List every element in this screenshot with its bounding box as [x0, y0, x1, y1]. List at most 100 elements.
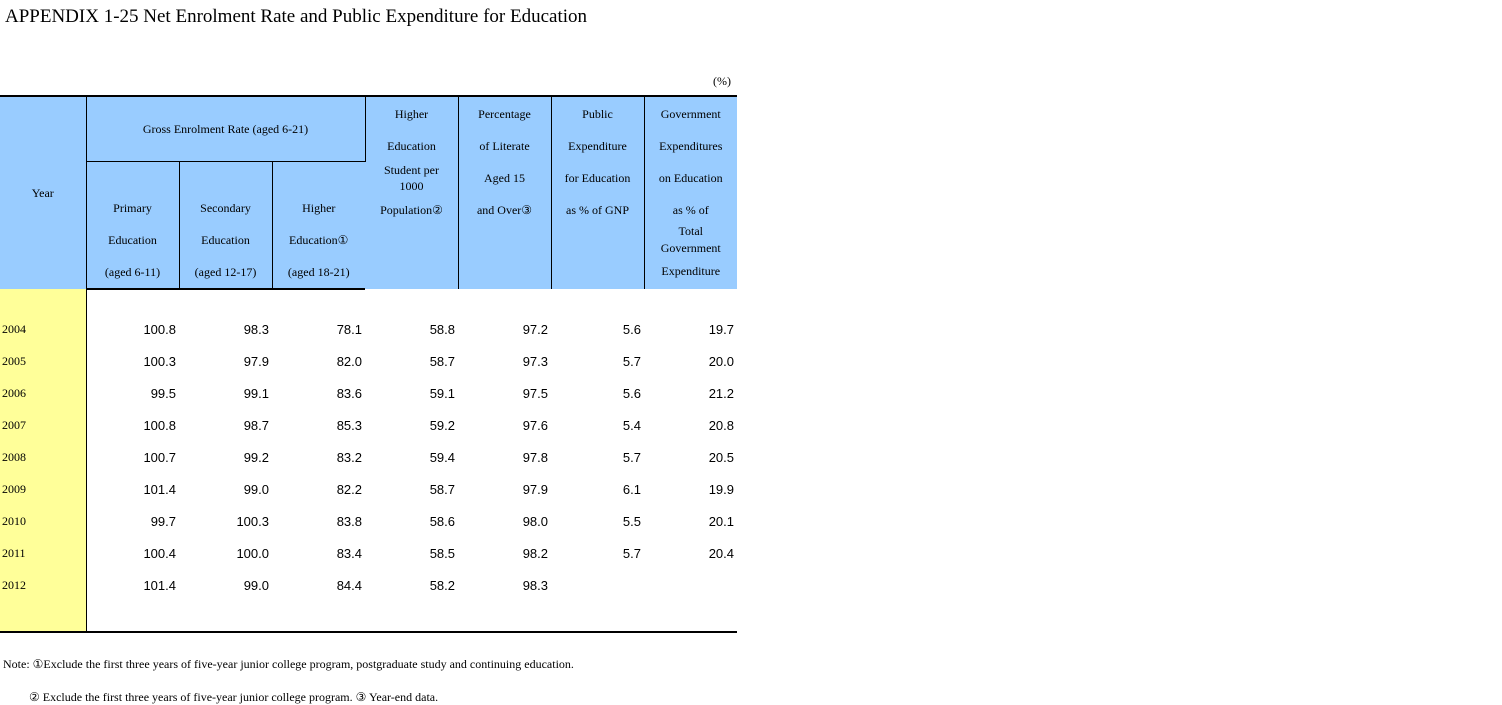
value-cell-primary: 100.8: [143, 321, 176, 337]
value-cell-students: 58.6: [429, 513, 455, 529]
year-cell: 2005: [0, 345, 87, 377]
header-text: Expenditure: [661, 264, 721, 278]
table-cell: [551, 601, 644, 633]
value-cell-secondary: 99.2: [243, 449, 269, 465]
value-cell-literate: 97.9: [522, 481, 548, 497]
value-cell-students: 58.5: [429, 545, 455, 561]
value-cell-higher: 83.4: [336, 545, 362, 561]
value-cell-literate: 98.3: [522, 577, 548, 593]
value-cell-gov: 20.4: [708, 545, 734, 561]
header-text: Government: [660, 107, 721, 121]
header-higher-education: Higher Education① (aged 18-21): [272, 161, 365, 290]
value-cell-higher: 82.2: [336, 481, 362, 497]
header-text: Primary: [113, 201, 152, 215]
year-cell: [0, 601, 87, 633]
value-cell-public: [551, 569, 644, 601]
value-cell-gov: 19.7: [708, 321, 734, 337]
year-cell: 2007: [0, 409, 87, 441]
value-cell-secondary: 97.9: [243, 353, 269, 369]
table-cell: [551, 289, 644, 313]
table-row: 2011 100.4 100.0 83.4 58.5 98.2 5.7 20.4: [0, 537, 737, 569]
value-cell-higher: 83.2: [336, 449, 362, 465]
header-text: on Education: [658, 171, 723, 185]
header-text: Aged 15: [484, 171, 525, 185]
value-cell-literate: 98.2: [522, 545, 548, 561]
value-cell-higher: 85.3: [336, 417, 362, 433]
value-cell-students: 58.2: [429, 577, 455, 593]
table-row: 2010 99.7 100.3 83.8 58.6 98.0 5.5 20.1: [0, 505, 737, 537]
header-text: Government: [660, 241, 721, 255]
header-text: Population②: [380, 203, 443, 217]
value-cell-primary: 100.8: [143, 417, 176, 433]
header-text: and Over③: [476, 203, 533, 217]
table-cell: [365, 601, 458, 633]
value-cell-primary: 101.4: [143, 577, 176, 593]
value-cell-students: 58.8: [429, 321, 455, 337]
header-text: Higher: [302, 201, 336, 215]
value-cell-literate: 97.2: [522, 321, 548, 337]
value-cell-students: 58.7: [429, 353, 455, 369]
header-text: Expenditures: [659, 139, 723, 153]
header-text: Secondary: [200, 201, 251, 215]
value-cell-literate: 98.0: [522, 513, 548, 529]
value-cell-secondary: 99.0: [243, 481, 269, 497]
year-cell: [0, 289, 87, 313]
table-cell: [179, 601, 272, 633]
value-cell-gov: 19.9: [708, 481, 734, 497]
table-cell: [458, 601, 551, 633]
header-public-expenditure: Public Expenditure for Education as % of…: [551, 95, 645, 289]
value-cell-literate: 97.5: [522, 385, 548, 401]
note-line-2: ② Exclude the first three years of five-…: [29, 690, 439, 704]
header-primary-education: Primary Education (aged 6-11): [86, 161, 180, 290]
table-row: 2006 99.5 99.1 83.6 59.1 97.5 5.6 21.2: [0, 377, 737, 409]
value-cell-secondary: 100.3: [236, 513, 269, 529]
value-cell-gov: 20.5: [708, 449, 734, 465]
header-text: 1000: [399, 179, 424, 193]
table-row: 2009 101.4 99.0 82.2 58.7 97.9 6.1 19.9: [0, 473, 737, 505]
table-cell: [179, 289, 272, 313]
unit-label: (%): [713, 74, 731, 88]
header-text: Education: [387, 139, 436, 153]
header-year: Year: [0, 95, 87, 289]
value-cell-literate: 97.3: [522, 353, 548, 369]
year-cell: 2006: [0, 377, 87, 409]
header-secondary-education: Secondary Education (aged 12-17): [179, 161, 273, 290]
table-cell: [272, 289, 365, 313]
year-cell: 2010: [0, 505, 87, 537]
value-cell-students: 59.2: [429, 417, 455, 433]
value-cell-primary: 100.7: [143, 449, 176, 465]
header-text: of Literate: [479, 139, 530, 153]
value-cell-public: 5.7: [622, 449, 641, 465]
header-text: for Education: [564, 171, 631, 185]
value-cell-public: 5.6: [622, 321, 641, 337]
year-cell: 2009: [0, 473, 87, 505]
year-cell: 2011: [0, 537, 87, 569]
value-cell-gov: 20.8: [708, 417, 734, 433]
header-text: as % of GNP: [566, 203, 629, 217]
header-text: Percentage: [478, 107, 531, 121]
header-text: (aged 12-17): [194, 265, 257, 279]
value-cell-higher: 82.0: [336, 353, 362, 369]
value-cell-higher: 83.8: [336, 513, 362, 529]
header-students-per-1000: Higher Education Student per 1000 Popula…: [365, 95, 459, 289]
header-text: Education: [108, 233, 157, 247]
table-body: 2004 100.8 98.3 78.1 58.8 97.2 5.6 19.7 2005 100.…: [0, 289, 737, 633]
header-text: (aged 18-21): [287, 265, 350, 279]
year-cell: 2012: [0, 569, 87, 601]
table-cell: [86, 601, 179, 633]
page-title: APPENDIX 1-25 Net Enrolment Rate and Pub…: [5, 6, 588, 27]
table-cell: [86, 289, 179, 313]
table-cell: [458, 289, 551, 313]
value-cell-literate: 97.8: [522, 449, 548, 465]
value-cell-higher: 83.6: [336, 385, 362, 401]
value-cell-primary: 100.3: [143, 353, 176, 369]
table-cell: [644, 601, 737, 633]
value-cell-secondary: 98.7: [243, 417, 269, 433]
value-cell-secondary: 99.0: [243, 577, 269, 593]
table-row: 2005 100.3 97.9 82.0 58.7 97.3 5.7 20.0: [0, 345, 737, 377]
value-cell-students: 59.4: [429, 449, 455, 465]
value-cell-students: 58.7: [429, 481, 455, 497]
value-cell-higher: 78.1: [336, 321, 362, 337]
year-cell: 2004: [0, 313, 87, 345]
value-cell-primary: 101.4: [143, 481, 176, 497]
